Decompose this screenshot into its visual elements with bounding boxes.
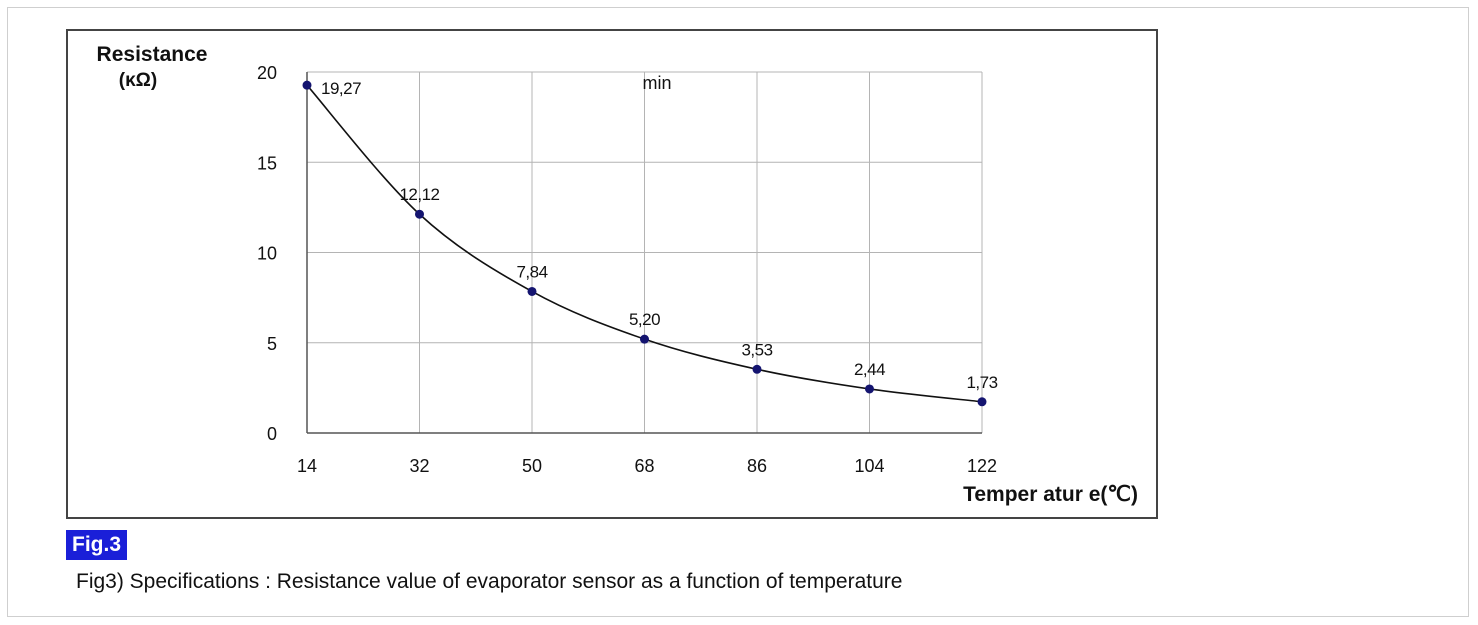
data-point <box>415 209 424 219</box>
data-point <box>752 364 762 374</box>
y-axis-title-line1: Resistance <box>97 43 208 66</box>
x-tick-label: 32 <box>409 456 429 476</box>
tick-labels: 14 32 50 68 86 104 122 0 5 10 15 20 <box>257 63 997 476</box>
x-tick-label: 122 <box>967 456 997 476</box>
axes <box>306 72 982 434</box>
y-tick-label: 10 <box>257 244 277 264</box>
data-label: 19,27 <box>321 79 361 98</box>
data-label: 1,73 <box>966 373 997 392</box>
data-point <box>977 397 987 407</box>
grid-lines <box>307 71 983 433</box>
data-label: 5,20 <box>629 310 660 329</box>
x-tick-label: 104 <box>854 456 884 476</box>
figure-number-badge: Fig.3 <box>66 530 128 560</box>
data-label: 3,53 <box>741 340 772 359</box>
x-tick-label: 50 <box>522 456 542 476</box>
x-axis-title: Temper atur e(℃) <box>963 483 1138 506</box>
data-label: 7,84 <box>516 262 547 281</box>
data-label: 2,44 <box>854 360 885 379</box>
x-tick-label: 86 <box>747 456 767 476</box>
y-tick-label: 20 <box>257 63 277 83</box>
figure-frame <box>7 7 1469 617</box>
y-tick-label: 15 <box>257 153 277 173</box>
y-axis-title-line2: (κΩ) <box>119 70 157 91</box>
chart-annotation-min: min <box>642 73 671 93</box>
figure-caption: Fig3) Specifications : Resistance value … <box>76 570 903 593</box>
y-tick-label: 5 <box>267 334 277 354</box>
data-point <box>865 384 874 394</box>
data-point <box>302 80 312 90</box>
data-points: 19,27 12,12 7,84 5,20 3,53 2,44 1,73 <box>302 79 998 407</box>
data-point <box>640 334 649 344</box>
x-tick-label: 68 <box>634 456 654 476</box>
data-point <box>527 286 537 296</box>
chart-frame <box>66 29 1158 519</box>
y-tick-label: 0 <box>267 424 277 444</box>
x-tick-label: 14 <box>297 456 317 476</box>
data-label: 12,12 <box>399 185 439 204</box>
